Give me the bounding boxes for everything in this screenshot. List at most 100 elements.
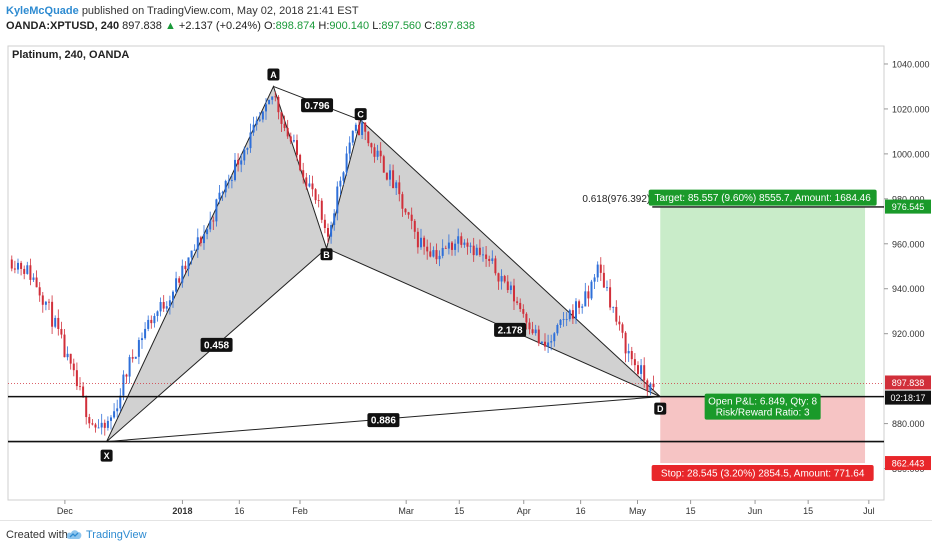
axes-layer: 1040.000 1020.000 1000.000 980.000 960.000 94… xyxy=(57,59,931,516)
candle-body xyxy=(88,417,91,424)
candle-body xyxy=(206,229,209,235)
candle-body xyxy=(171,291,174,301)
risk-reward-text: Risk/Reward Ratio: 3 xyxy=(716,408,810,419)
candle-body xyxy=(69,353,72,364)
x-tick-label: Apr xyxy=(517,506,531,516)
ratio-badge xyxy=(301,98,334,113)
candle-body xyxy=(491,258,494,262)
candle-body xyxy=(261,111,264,120)
candle-body xyxy=(212,220,215,222)
candle-body xyxy=(54,317,57,327)
candle-body xyxy=(193,249,196,251)
x-tick-label: 16 xyxy=(576,506,586,516)
candle-body xyxy=(274,96,277,98)
last-price: 897.838 xyxy=(122,20,162,32)
footer: Created with TradingView xyxy=(0,520,932,551)
candle-body xyxy=(621,324,624,333)
header: KyleMcQuade published on TradingView.com… xyxy=(0,0,932,38)
high-label: H: xyxy=(318,20,330,32)
candle-body xyxy=(361,122,364,136)
candle-body xyxy=(500,276,503,282)
candle-body xyxy=(612,306,615,308)
candle-body xyxy=(630,351,633,360)
candle-body xyxy=(308,183,311,187)
candle-body xyxy=(255,120,258,125)
y-tick-label: 880.000 xyxy=(892,419,925,429)
candle-body xyxy=(643,365,646,381)
candle-body xyxy=(243,149,246,161)
harmonic-pattern xyxy=(106,85,661,443)
y-tick-label: 960.000 xyxy=(892,239,925,249)
y-tick-label: 980.000 xyxy=(892,194,925,204)
point-label-X: X xyxy=(104,451,110,461)
candle-body xyxy=(556,324,559,334)
candle-body xyxy=(407,212,410,215)
candle-body xyxy=(509,285,512,291)
y-tick-label: 1040.000 xyxy=(892,59,930,69)
candle-body xyxy=(379,150,382,157)
candle-body xyxy=(432,250,435,257)
candle-body xyxy=(41,295,44,305)
candle-body xyxy=(537,329,540,344)
candle-body xyxy=(66,353,69,358)
ratio-badge xyxy=(494,322,527,337)
candle-body xyxy=(91,423,94,425)
candle-body xyxy=(224,180,227,193)
tradingview-brand-link[interactable]: TradingView xyxy=(86,529,147,541)
candle-body xyxy=(215,199,218,222)
candle-body xyxy=(128,357,131,377)
high-value: 900.140 xyxy=(329,20,370,32)
candle-body xyxy=(478,247,481,255)
candle-body xyxy=(382,156,385,173)
candle-body xyxy=(531,329,534,334)
point-badge-C xyxy=(354,108,367,121)
candle-body xyxy=(519,302,522,310)
candle-body xyxy=(147,319,150,329)
candle-body xyxy=(525,313,528,323)
x-tick-label: Dec xyxy=(57,506,74,516)
ratio-badge xyxy=(200,337,233,352)
open-value: 898.874 xyxy=(275,20,316,32)
candle-body xyxy=(94,424,97,428)
author-link[interactable]: KyleMcQuade xyxy=(6,5,79,17)
candle-body xyxy=(516,301,519,303)
candle-body xyxy=(345,153,348,173)
point-badge-B xyxy=(320,248,333,261)
candle-body xyxy=(373,147,376,157)
candle-body xyxy=(435,250,438,260)
x-tick-label: Jul xyxy=(863,506,875,516)
change-arrow-icon: ▲ xyxy=(164,20,176,32)
low-label: L: xyxy=(372,20,382,32)
candle-body xyxy=(227,180,230,182)
stop-label-text: Stop: 28.545 (3.20%) 2854.5, Amount: 771… xyxy=(661,469,865,480)
candle-body xyxy=(29,265,32,280)
candle-body xyxy=(221,192,224,194)
axis-tag-text-timer: 02:18:17 xyxy=(890,393,925,403)
candle-body xyxy=(283,123,286,128)
candle-body xyxy=(488,258,491,262)
ratio-label: 0.458 xyxy=(204,340,229,351)
price-change: +2.137 (+0.24%) xyxy=(178,20,261,32)
candle-body xyxy=(497,273,500,282)
candle-body xyxy=(336,186,339,214)
candle-body xyxy=(302,170,305,178)
open-pl-box xyxy=(704,393,821,420)
x-tick-label: 16 xyxy=(234,506,244,516)
candle-body xyxy=(144,328,147,339)
candle-body xyxy=(593,277,596,282)
candle-body xyxy=(506,281,509,291)
price-chart[interactable]: 0.618(976.392) X A B C D 0.796 0.458 2.178 0.886 T… xyxy=(0,38,932,520)
candle-body xyxy=(326,228,329,237)
candle-body xyxy=(376,150,379,157)
candle-body xyxy=(590,281,593,299)
fib-level-label: 0.618(976.392) xyxy=(582,194,650,205)
candle-body xyxy=(565,319,568,321)
candle-body xyxy=(584,291,587,307)
candle-body xyxy=(398,182,401,195)
candle-body xyxy=(357,124,360,136)
candle-body xyxy=(268,99,271,105)
candle-body xyxy=(485,254,488,259)
candle-body xyxy=(447,242,450,249)
candle-body xyxy=(503,276,506,282)
chart-area[interactable]: 0.618(976.392) X A B C D 0.796 0.458 2.178 0.886 T… xyxy=(0,38,932,520)
